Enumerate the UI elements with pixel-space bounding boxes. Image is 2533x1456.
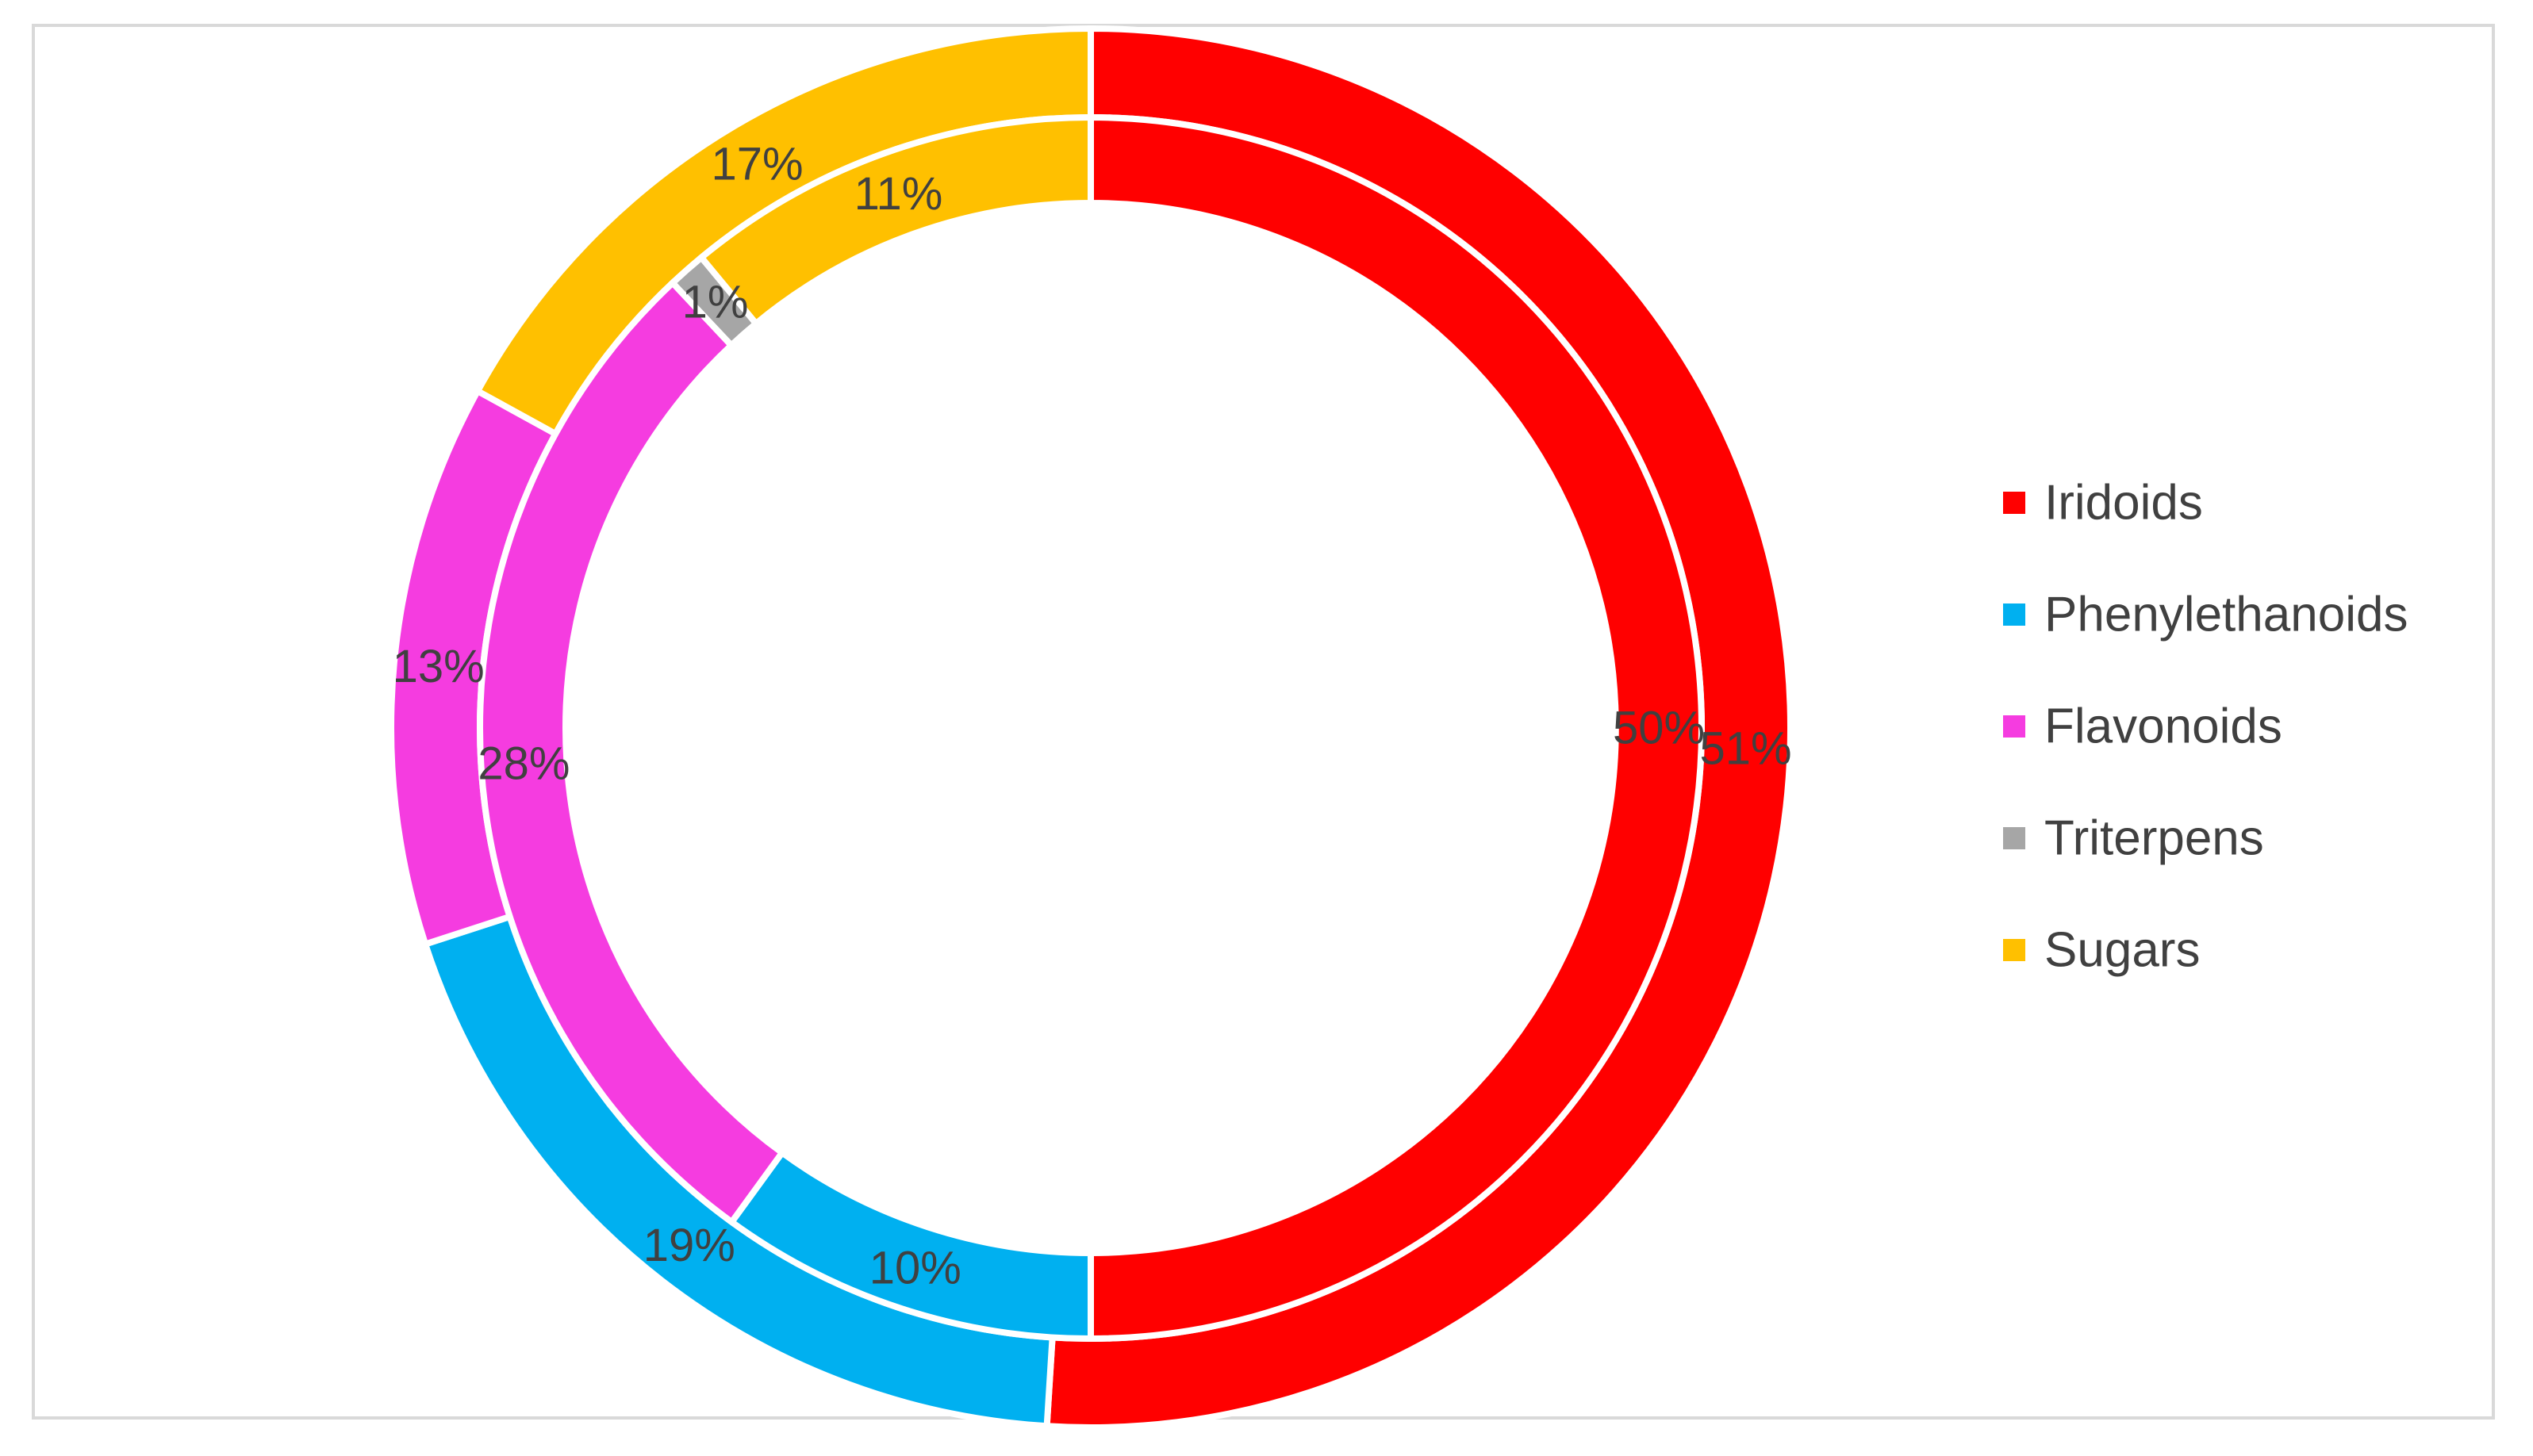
outer-ring-label-flavonoids: 13% xyxy=(393,641,485,692)
legend-item-sugars[interactable]: Sugars xyxy=(2003,923,2200,978)
inner-ring-slice-iridoids[interactable] xyxy=(1088,113,1705,1343)
legend-swatch-iridoids xyxy=(2003,492,2025,514)
inner-ring-label-triterpens: 1% xyxy=(682,276,749,328)
legend-label-sugars: Sugars xyxy=(2044,923,2200,978)
inner-ring-slice-sugars[interactable] xyxy=(697,113,1094,328)
inner-ring-label-sugars: 11% xyxy=(854,168,943,220)
legend-item-triterpens[interactable]: Triterpens xyxy=(2003,811,2264,866)
legend-item-phenylethanoids[interactable]: Phenylethanoids xyxy=(2003,588,2408,642)
legend-label-phenylethanoids: Phenylethanoids xyxy=(2044,588,2408,642)
outer-ring-label-iridoids: 51% xyxy=(1700,722,1792,774)
outer-ring-label-phenylethanoids: 19% xyxy=(643,1220,735,1271)
inner-ring-label-iridoids: 50% xyxy=(1613,703,1705,754)
inner-ring-label-phenylethanoids: 10% xyxy=(869,1242,961,1293)
legend-item-flavonoids[interactable]: Flavonoids xyxy=(2003,699,2282,754)
chart-data-labels: 51% 19% 13% 17% 50% 10% 28% 1% 11% xyxy=(393,139,1792,1294)
legend-swatch-phenylethanoids xyxy=(2003,603,2025,626)
legend-item-iridoids[interactable]: Iridoids xyxy=(2003,476,2203,531)
legend-label-iridoids: Iridoids xyxy=(2044,476,2203,531)
legend-swatch-sugars xyxy=(2003,939,2025,961)
legend-label-triterpens: Triterpens xyxy=(2044,811,2264,866)
outer-ring-label-sugars: 17% xyxy=(711,139,803,190)
chart-legend[interactable]: Iridoids Phenylethanoids Flavonoids Triterp… xyxy=(2003,476,2408,978)
legend-label-flavonoids: Flavonoids xyxy=(2044,699,2282,754)
inner-ring-label-flavonoids: 28% xyxy=(478,738,570,789)
chart-slices xyxy=(388,25,1794,1431)
legend-swatch-triterpens xyxy=(2003,827,2025,849)
legend-swatch-flavonoids xyxy=(2003,715,2025,738)
